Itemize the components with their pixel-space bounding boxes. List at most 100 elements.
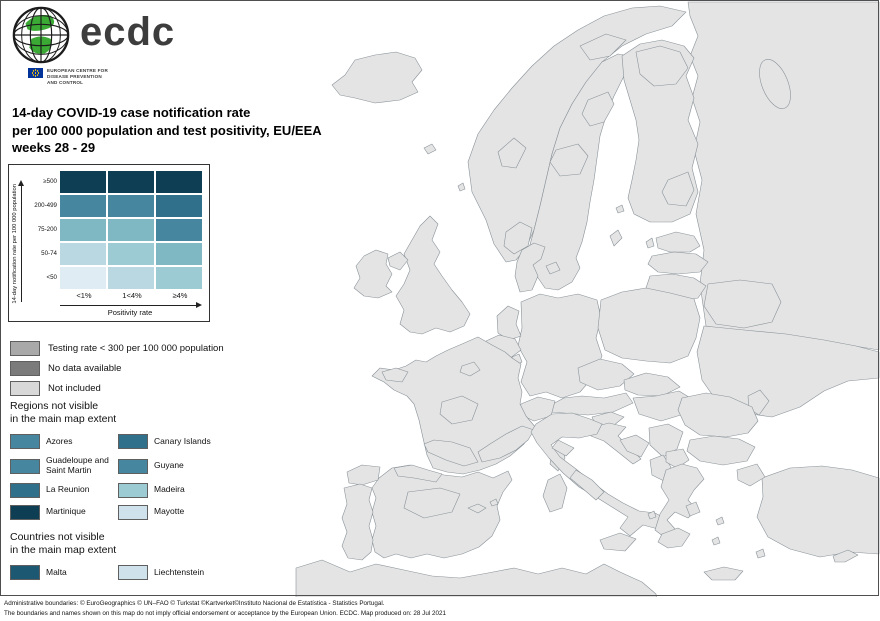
- map-region-italy-patch: [569, 469, 605, 501]
- countries-not-visible-header: Countries not visible in the main map ex…: [10, 531, 242, 557]
- legend-label: No data available: [48, 363, 122, 374]
- map-region-france-patch: [439, 395, 479, 425]
- map-region-serbia: [648, 423, 684, 458]
- map-region-greece: [654, 463, 705, 541]
- map-region-france-patch: [423, 439, 479, 467]
- legend-swatch: [10, 341, 40, 356]
- country-label: Liechtenstein: [154, 566, 205, 577]
- legend-matrix-cell: [156, 267, 202, 289]
- regions-not-visible-section: Regions not visible in the main map exte…: [10, 400, 242, 520]
- org-line: EUROPEAN CENTRE FOR: [47, 68, 108, 73]
- map-footer: Administrative boundaries: © EuroGeograp…: [0, 597, 880, 621]
- legend-swatch: [10, 361, 40, 376]
- legend-swatch: [10, 482, 40, 498]
- map-region-romania: [677, 392, 759, 438]
- org-line: DISEASE PREVENTION: [47, 73, 102, 79]
- legend-label: Not included: [48, 383, 101, 394]
- region-item-canary-islands: Canary Islands: [118, 434, 236, 450]
- map-title-line2: per 100 000 population and test positivi…: [12, 122, 322, 138]
- legend-item-testing-rate: Testing rate < 300 per 100 000 populatio…: [10, 341, 224, 356]
- map-region-aegean-island: [711, 536, 721, 546]
- map-region-denmark: [514, 242, 546, 293]
- legend-swatch: [10, 381, 40, 396]
- legend-matrix-cell: [60, 267, 106, 289]
- region-item-madeira: Madeira: [118, 482, 236, 498]
- legend-swatch: [118, 434, 148, 450]
- legend-matrix-cell: [108, 267, 154, 289]
- legend-swatch: [10, 565, 40, 581]
- map-region-belarus: [703, 279, 782, 329]
- region-label: Canary Islands: [154, 435, 211, 446]
- map-region-bosnia: [619, 434, 650, 458]
- legend-matrix-cell: [108, 243, 154, 265]
- map-region-rhodes: [755, 548, 766, 559]
- map-region-sardinia: [542, 473, 568, 513]
- map-title-line1: 14-day COVID-19 case notification rate: [12, 105, 251, 120]
- region-item-guadeloupe: Guadeloupe and Saint Martin: [10, 455, 116, 476]
- legend-matrix-row: 200-499: [25, 195, 204, 217]
- map-region-italy: [530, 412, 667, 537]
- map-region-iceland: [331, 51, 423, 104]
- ecdc-logo-row: ecdc: [10, 4, 175, 66]
- map-region-france-patch: [381, 367, 409, 383]
- rate-band-label: 50-74: [41, 250, 57, 257]
- eu-flag-icon: [28, 68, 43, 78]
- regions-not-visible-header: Regions not visible in the main map exte…: [10, 400, 242, 426]
- map-region-aegean-island: [715, 516, 725, 526]
- map-region-ukraine: [696, 325, 880, 418]
- map-region-norway-patch: [503, 221, 533, 255]
- country-label: Malta: [46, 566, 67, 577]
- positivity-col-labels: <1% 1<4% ≥4%: [25, 291, 204, 300]
- legend-swatch: [118, 482, 148, 498]
- x-axis-arrow-icon: [60, 302, 202, 308]
- y-axis-title: 14-day notification rate per 100 000 pop…: [12, 184, 18, 304]
- map-region-denmark-island: [545, 261, 561, 275]
- gray-legend: Testing rate < 300 per 100 000 populatio…: [10, 341, 224, 401]
- map-region-cyprus: [832, 549, 859, 563]
- region-label: Azores: [46, 435, 73, 446]
- legend-swatch: [10, 434, 40, 450]
- rate-band-label: 75-200: [37, 226, 57, 233]
- footer-line2: The boundaries and names shown on this m…: [4, 610, 446, 618]
- map-region-estonia-islands: [645, 237, 655, 249]
- region-item-martinique: Martinique: [10, 504, 116, 520]
- legend-matrix-cell: [108, 171, 154, 193]
- map-region-finland-patch: [661, 171, 695, 207]
- legend-matrix-row: 75-200: [25, 219, 204, 241]
- header-line: in the main map extent: [10, 544, 117, 557]
- map-region-turkey-thrace: [736, 463, 766, 487]
- region-label: Guyane: [154, 460, 184, 471]
- legend-matrix-cell: [156, 243, 202, 265]
- legend-matrix-cell: [60, 219, 106, 241]
- ecdc-wordmark: ecdc: [80, 10, 176, 54]
- map-region-austria: [548, 392, 634, 416]
- map-region-sweden-patch: [581, 91, 615, 127]
- map-region-italy-patch: [551, 439, 575, 457]
- rate-band-label: ≥500: [43, 178, 57, 185]
- region-label: Guadeloupe and Saint Martin: [46, 455, 109, 476]
- map-region-ireland: [353, 249, 393, 299]
- map-region-spain-patch: [403, 487, 461, 519]
- map-region-latvia: [647, 251, 709, 275]
- map-region-poland: [597, 287, 701, 364]
- header-line: Countries not visible: [10, 531, 105, 543]
- map-white-sea: [759, 59, 791, 109]
- map-region-france-patch: [459, 361, 481, 377]
- org-line: AND CONTROL: [47, 79, 84, 85]
- legend-label: Testing rate < 300 per 100 000 populatio…: [48, 343, 224, 354]
- legend-swatch: [10, 458, 40, 474]
- map-region-slovakia: [623, 372, 681, 397]
- header-line: Regions not visible: [10, 400, 99, 412]
- map-region-balearics: [467, 503, 487, 514]
- map-region-shetland: [457, 182, 466, 192]
- legend-matrix-cell: [156, 195, 202, 217]
- map-region-crete: [703, 566, 744, 581]
- map-region-galicia: [346, 464, 381, 486]
- positivity-band-label: ≥4%: [172, 291, 188, 300]
- map-region-united-kingdom: [395, 215, 471, 335]
- map-region-netherlands: [496, 305, 522, 341]
- map-title-line3: weeks 28 - 29: [12, 140, 96, 156]
- region-label: La Reunion: [46, 484, 90, 495]
- y-axis-arrow-icon: [18, 180, 24, 302]
